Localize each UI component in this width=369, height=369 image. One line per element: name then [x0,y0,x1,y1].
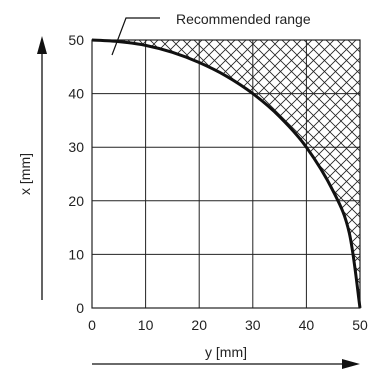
y-tick-labels: 0 10 20 30 40 50 [68,32,84,316]
x-tick-labels: 0 10 20 30 40 50 [88,317,368,333]
y-tick-label: 0 [76,300,84,316]
y-axis-direction-arrow [37,36,47,300]
x-tick-label: 50 [352,317,368,333]
plot-frame [91,39,361,309]
y-tick-label: 30 [68,139,84,155]
x-axis-direction-arrow [92,359,360,369]
x-tick-label: 0 [88,317,96,333]
x-tick-label: 20 [191,317,207,333]
y-tick-label: 10 [68,246,84,262]
x-axis-title: y [mm] [205,344,247,360]
recommended-range-area [92,40,360,308]
x-tick-label: 40 [299,317,315,333]
recommended-range-annotation: Recommended range [111,11,311,56]
y-tick-label: 20 [68,193,84,209]
x-tick-label: 30 [245,317,261,333]
x-tick-label: 10 [138,317,154,333]
recommended-range-label: Recommended range [176,11,311,27]
boundary-curve [91,38,362,309]
y-axis-title: x [mm] [17,153,33,195]
grid-lines [92,40,360,308]
y-tick-label: 40 [68,86,84,102]
y-tick-label: 50 [68,32,84,48]
